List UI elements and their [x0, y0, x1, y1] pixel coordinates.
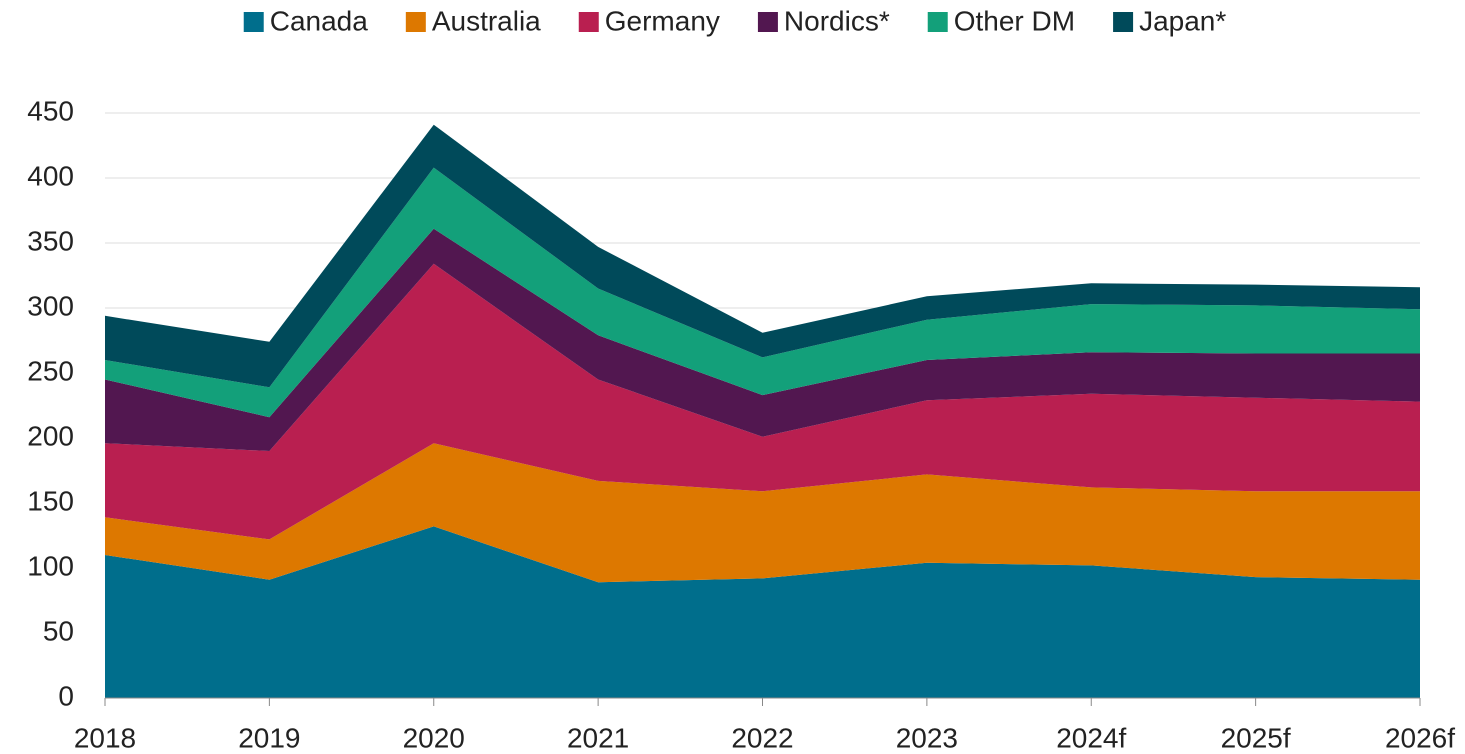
y-tick-label: 150 [27, 485, 74, 516]
legend-swatch [405, 12, 426, 32]
legend-label: Japan* [1139, 5, 1226, 36]
legend-label: Nordics* [784, 5, 890, 36]
legend-swatch [243, 12, 264, 32]
legend-label: Other DM [954, 5, 1075, 36]
x-tick-label: 2019 [238, 722, 300, 753]
y-tick-label: 300 [27, 290, 74, 321]
y-tick-label: 50 [43, 615, 74, 646]
y-tick-label: 450 [27, 95, 74, 126]
y-tick-label: 100 [27, 550, 74, 581]
area [105, 526, 1420, 698]
x-tick-label: 2022 [731, 722, 793, 753]
area [105, 124, 1420, 388]
x-tick-label: 2021 [567, 722, 629, 753]
area [105, 167, 1420, 418]
area [105, 228, 1420, 451]
legend-swatch [927, 12, 948, 32]
legend-swatch [1113, 12, 1134, 32]
legend-swatch [757, 12, 778, 32]
y-tick-label: 400 [27, 160, 74, 191]
legend-label: Australia [432, 5, 541, 36]
x-tick-label: 2025f [1221, 722, 1291, 753]
x-tick-label: 2024f [1056, 722, 1126, 753]
y-tick-label: 200 [27, 420, 74, 451]
legend-swatch [578, 12, 599, 32]
x-tick-label: 2020 [403, 722, 465, 753]
y-tick-label: 350 [27, 225, 74, 256]
y-tick-label: 250 [27, 355, 74, 386]
area [105, 263, 1420, 540]
y-tick-label: 0 [58, 680, 74, 711]
x-tick-label: 2026f [1385, 722, 1455, 753]
x-tick-label: 2018 [74, 722, 136, 753]
area [105, 443, 1420, 583]
x-tick-label: 2023 [896, 722, 958, 753]
legend: Canada Australia Germany Nordics* Other DM Ja… [243, 5, 1226, 36]
legend-label: Canada [270, 5, 369, 36]
legend-label: Germany [605, 5, 720, 36]
